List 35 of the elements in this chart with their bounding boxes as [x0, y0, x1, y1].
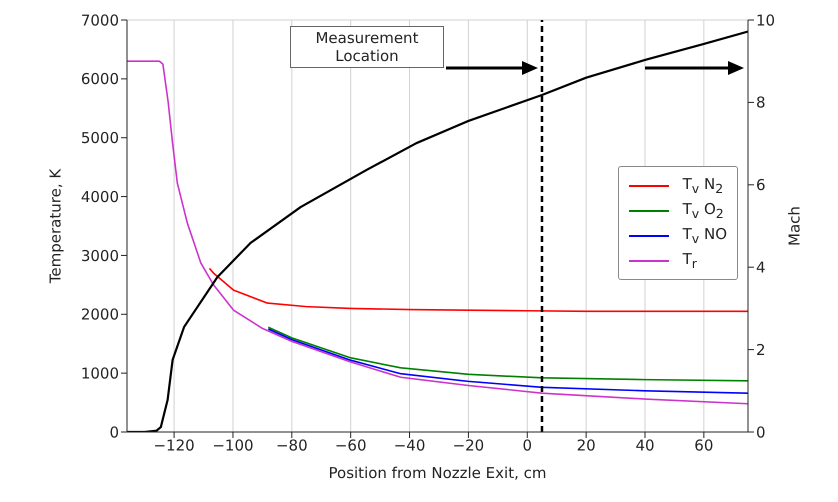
x-tick-label: 20 [576, 436, 596, 455]
y2-tick-label: 10 [756, 11, 776, 30]
x-tick-label: −80 [276, 436, 308, 455]
legend-label: T$_{v}$ NO [682, 225, 727, 246]
y2-tick-label: 4 [756, 258, 766, 277]
y-tick-label: 1000 [80, 364, 119, 382]
y-tick-label: 3000 [80, 246, 119, 265]
y-tick-label: 5000 [80, 129, 119, 148]
y-tick-label: 0 [109, 423, 119, 442]
y-axis-title: Temperature, K [46, 168, 64, 284]
x-tick-label: 0 [522, 436, 532, 455]
y-tick-label: 7000 [80, 11, 119, 30]
line-series [208, 268, 748, 312]
label-box: Measurement Location [290, 26, 444, 68]
x-tick-label: −40 [394, 436, 426, 455]
x-tick-label: 60 [694, 436, 714, 455]
x-tick-label: −100 [212, 436, 254, 455]
y-tick-label: 6000 [80, 70, 119, 88]
line-series [267, 326, 748, 382]
y-tick-label: 2000 [80, 306, 119, 324]
y2-axis-title: Mach [785, 206, 804, 246]
x-tick-label: −120 [153, 436, 195, 455]
y2-tick-label: 8 [756, 94, 766, 112]
line-series [267, 328, 748, 394]
y2-tick-label: 6 [756, 176, 766, 194]
x-tick-label: −20 [452, 436, 484, 455]
legend-label: T$_{r}$ [682, 250, 697, 271]
x-tick-label: −60 [334, 436, 367, 455]
legend-label: T$_{v}$ N$_{2}$ [682, 175, 724, 196]
y2-tick-label: 0 [756, 423, 766, 442]
x-axis-title: Position from Nozzle Exit, cm [328, 464, 546, 482]
y2-tick-label: 2 [756, 340, 766, 359]
legend-label: T$_{v}$ O$_{2}$ [682, 200, 724, 221]
x-tick-label: 40 [635, 436, 655, 455]
y-tick-label: 4000 [80, 188, 119, 206]
